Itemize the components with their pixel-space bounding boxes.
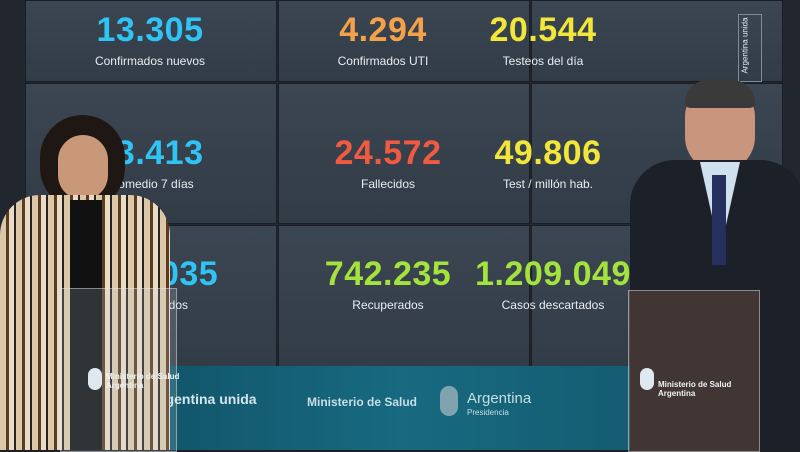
podium-left	[60, 288, 177, 452]
stat-tile: 24.572 Fallecidos	[268, 135, 508, 191]
stat-tile: 742.235 Recuperados	[268, 256, 508, 312]
stat-tile: 1.209.049 Casos descartados	[433, 256, 673, 312]
coat-of-arms-icon	[440, 386, 458, 416]
stat-label: Fallecidos	[360, 177, 416, 191]
stat-label: Confirmados UTI	[337, 54, 429, 68]
speaker-right	[620, 80, 800, 450]
stat-label: Promedio 7 días	[106, 177, 194, 191]
stat-value: 4.294	[339, 11, 427, 49]
stat-value: 1.209.049	[475, 255, 631, 293]
campaign-text: Argentina unida	[150, 391, 257, 407]
panel	[25, 0, 277, 82]
podium-right-logo: Ministerio de Salud Argentina	[658, 380, 732, 398]
country-text: Argentina	[467, 390, 532, 407]
presidency-text: Presidencia	[467, 408, 509, 417]
stat-tile: 13.305 Confirmados nuevos	[30, 12, 270, 68]
stat-label: Confirmados nuevos	[94, 54, 206, 68]
stat-tile: 49.806 Test / millón hab.	[428, 135, 668, 191]
podium-right-logo-icon	[640, 368, 654, 390]
stat-value: 20.544	[489, 11, 597, 49]
panel	[531, 0, 783, 82]
podium-left-logo: Ministerio de Salud Argentina	[106, 372, 180, 390]
stat-tile: 4.294 Confirmados UTI	[263, 12, 503, 68]
stat-value: 13.305	[96, 11, 204, 49]
stat-value: 742.235	[324, 255, 452, 293]
side-campaign-label: Argentina unida	[738, 14, 762, 82]
stat-label: Testeos del día	[502, 54, 584, 68]
stat-label: Test / millón hab.	[502, 177, 594, 191]
speaker-left	[0, 110, 180, 450]
panel	[278, 225, 530, 367]
stat-value: 49.806	[494, 134, 602, 172]
ministry-text: Ministerio de Salud	[307, 395, 418, 409]
stat-value: 24.572	[334, 134, 442, 172]
stat-label: Recuperados	[352, 298, 424, 312]
stat-label: Casos descartados	[501, 298, 605, 312]
stat-tile: 20.544 Testeos del día	[423, 12, 663, 68]
panel	[278, 0, 530, 82]
podium-left-logo-icon	[88, 368, 102, 390]
panel	[278, 83, 530, 224]
